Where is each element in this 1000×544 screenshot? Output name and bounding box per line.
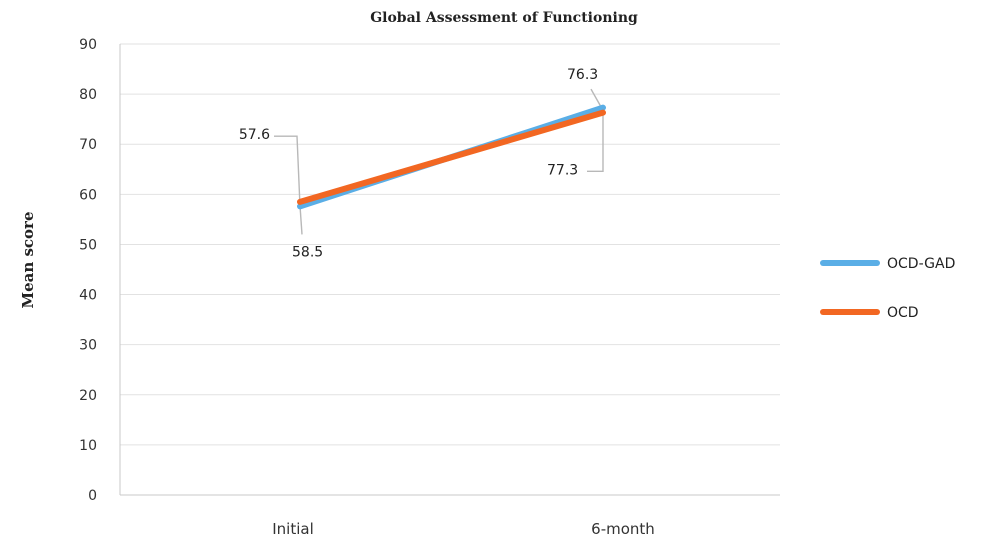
- data-labels: 57.6 77.3 58.5 76.3: [239, 67, 598, 260]
- leader-line: [274, 135, 301, 207]
- y-tick-label: 0: [88, 488, 97, 504]
- series-lines: [297, 104, 606, 210]
- data-label: 76.3: [567, 67, 598, 83]
- data-label: 58.5: [292, 244, 323, 260]
- y-tick-label: 40: [79, 288, 97, 304]
- data-label: 77.3: [547, 162, 578, 178]
- y-tick-label: 70: [79, 137, 97, 153]
- y-tick-label: 80: [79, 87, 97, 103]
- leader-line: [590, 88, 603, 109]
- leader-line: [587, 110, 604, 172]
- y-axis-label: Mean score: [19, 211, 37, 308]
- x-tick-label: 6-month: [591, 520, 655, 538]
- series-line-ocd: [297, 109, 606, 205]
- y-tick-labels: 0 10 20 30 40 50 60 70 80 90: [79, 37, 97, 504]
- gridlines: [119, 43, 780, 496]
- x-tick-labels: Initial 6-month: [272, 520, 655, 538]
- legend: OCD-GAD OCD: [820, 256, 955, 321]
- y-tick-label: 60: [79, 187, 97, 203]
- y-tick-label: 10: [79, 438, 97, 454]
- legend-label: OCD-GAD: [887, 256, 955, 272]
- y-tick-label: 90: [79, 37, 97, 53]
- legend-label: OCD: [887, 305, 919, 321]
- x-tick-label: Initial: [272, 520, 314, 538]
- y-tick-label: 20: [79, 388, 97, 404]
- chart-title: Global Assessment of Functioning: [370, 10, 638, 26]
- label-leader-lines: [274, 88, 604, 235]
- data-label: 57.6: [239, 127, 270, 143]
- y-tick-label: 50: [79, 237, 97, 253]
- leader-line: [299, 205, 303, 235]
- y-tick-label: 30: [79, 338, 97, 354]
